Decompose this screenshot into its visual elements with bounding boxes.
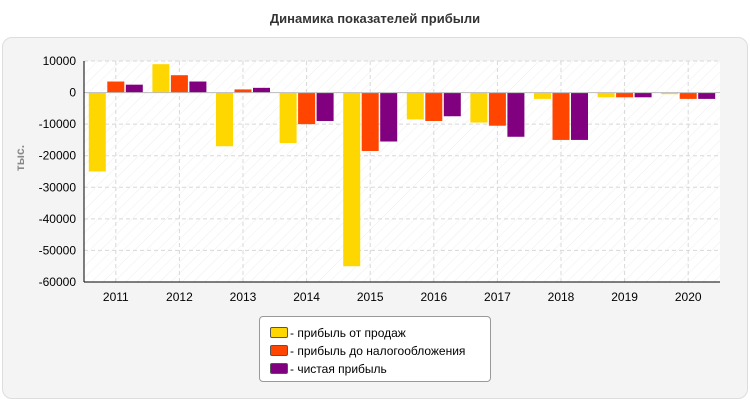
bar-series-1-2011 [88,92,106,172]
bar-series-2-2018 [552,92,570,140]
bar-series-2-2013 [234,89,252,93]
bar-series-2-2011 [107,81,125,93]
bar-series-1-2012 [152,64,170,93]
x-tick-label: 2016 [420,290,447,304]
y-tick-label: -40000 [39,212,77,226]
bar-series-1-2018 [534,92,551,99]
legend-item-net-profit: - чистая прибыль [270,360,387,377]
bar-series-2-2014 [298,92,316,125]
bar-series-1-2016 [406,92,424,120]
y-tick-label: -60000 [39,275,77,289]
legend-item-pretax-profit: - прибыль до налогообложения [270,342,465,359]
y-tick-label: 10000 [43,54,77,68]
bar-series-3-2012 [189,81,207,93]
bar-series-1-2014 [279,92,297,144]
y-tick-label: -50000 [39,243,77,257]
bar-series-2-2017 [488,92,506,126]
bar-series-3-2011 [125,84,143,93]
legend-swatch-pretax-profit [270,345,288,356]
x-tick-label: 2017 [484,290,511,304]
bar-series-3-2015 [380,92,398,142]
bar-series-2-2020 [679,92,697,99]
bar-series-1-2013 [216,92,233,147]
bar-series-2-2019 [616,92,634,98]
bar-series-1-2020 [661,92,679,95]
bar-series-3-2016 [443,92,461,117]
bar-series-3-2018 [571,92,588,140]
legend-item-sales-profit: - прибыль от продаж [270,324,406,341]
y-tick-label: -10000 [39,117,77,131]
bar-series-1-2015 [343,92,361,267]
x-tick-label: 2015 [357,290,384,304]
bar-series-3-2019 [634,92,652,98]
legend-swatch-sales-profit [270,327,288,338]
bar-series-1-2019 [597,92,615,98]
y-tick-label: -30000 [39,180,77,194]
legend-label: - чистая прибыль [290,361,387,376]
bar-series-2-2016 [425,92,443,121]
x-tick-label: 2012 [166,290,193,304]
bar-series-1-2017 [470,92,488,123]
x-tick-label: 2019 [611,290,638,304]
bar-series-2-2012 [170,75,188,93]
legend-swatch-net-profit [270,363,288,374]
y-tick-label: -20000 [39,149,77,163]
y-axis-label: тыс. [13,145,27,171]
legend: - прибыль от продаж - прибыль до налогоо… [259,316,491,382]
x-tick-label: 2018 [548,290,575,304]
legend-label: - прибыль до налогообложения [290,343,466,358]
y-tick-label: 0 [69,86,76,100]
x-tick-label: 2011 [103,290,129,304]
chart-title: Динамика показателей прибыли [269,11,481,26]
x-tick-label: 2014 [293,290,320,304]
bar-series-2-2015 [361,92,379,151]
plot-area-hatch [84,61,720,282]
bar-series-3-2020 [698,92,716,99]
x-tick-label: 2020 [675,290,702,304]
bar-series-3-2014 [316,92,334,121]
x-tick-label: 2013 [230,290,257,304]
bar-series-3-2017 [507,92,525,137]
legend-label: - прибыль от продаж [290,325,406,340]
bar-series-3-2013 [253,87,270,93]
